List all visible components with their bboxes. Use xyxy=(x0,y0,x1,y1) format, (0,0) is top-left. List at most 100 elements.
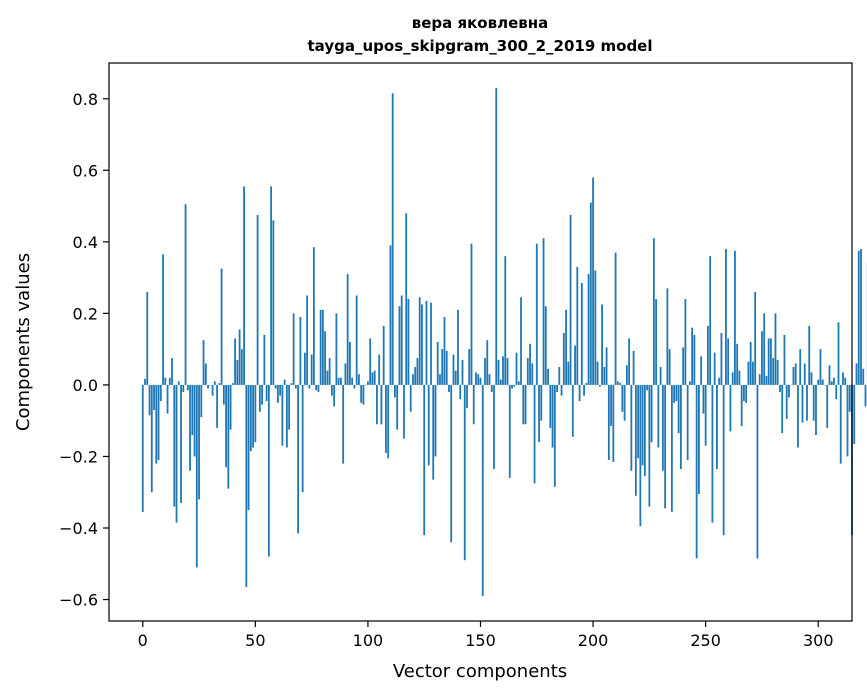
bar xyxy=(493,384,495,469)
bar xyxy=(317,384,320,393)
bar xyxy=(459,384,462,400)
bar xyxy=(450,384,453,543)
bar xyxy=(736,343,739,385)
bar xyxy=(535,243,538,385)
bar xyxy=(157,384,160,461)
bar xyxy=(695,384,698,559)
bar xyxy=(479,377,482,385)
bar xyxy=(520,297,522,385)
bar xyxy=(292,313,295,385)
bar xyxy=(238,329,241,385)
bar xyxy=(819,349,822,385)
y-tick-label: −0.4 xyxy=(59,519,98,538)
bar xyxy=(481,384,484,596)
bar xyxy=(630,384,633,471)
bars-group xyxy=(141,88,867,596)
bar xyxy=(285,384,288,448)
bar xyxy=(713,352,716,385)
bar xyxy=(177,381,180,385)
bar xyxy=(164,377,167,385)
bar xyxy=(270,186,273,385)
bar xyxy=(547,368,549,385)
bar xyxy=(189,384,191,471)
bar xyxy=(445,350,448,385)
bar xyxy=(466,384,468,409)
bar xyxy=(808,325,811,385)
bar xyxy=(716,384,718,469)
bar xyxy=(340,377,342,385)
bar xyxy=(646,384,649,391)
bar xyxy=(412,374,414,385)
bar xyxy=(247,384,250,511)
bar xyxy=(430,302,432,385)
bar xyxy=(373,370,376,385)
bar xyxy=(727,338,730,385)
bar xyxy=(763,313,766,385)
bar xyxy=(308,384,311,389)
bar xyxy=(263,334,266,385)
bar xyxy=(529,343,531,385)
bar xyxy=(225,384,227,468)
bar xyxy=(767,338,770,385)
bar xyxy=(443,316,446,385)
bar xyxy=(693,334,696,385)
bar xyxy=(812,384,815,421)
bar xyxy=(589,202,592,385)
bar xyxy=(614,252,617,385)
bar xyxy=(833,377,835,385)
bar xyxy=(321,309,324,385)
chart-title-line-1: вера яковлевна xyxy=(412,14,549,32)
bar xyxy=(632,350,635,385)
bar xyxy=(517,381,520,385)
bar xyxy=(236,359,239,385)
bar xyxy=(355,295,358,385)
bar xyxy=(711,384,714,523)
x-axis-label: Vector components xyxy=(393,661,567,682)
bar xyxy=(740,384,743,427)
bar xyxy=(155,384,158,464)
bar xyxy=(400,295,403,385)
bar xyxy=(702,384,705,414)
bar xyxy=(610,384,612,427)
bar xyxy=(788,384,790,398)
bar xyxy=(484,358,486,385)
bar xyxy=(328,358,331,385)
bar xyxy=(803,363,806,385)
bar xyxy=(679,384,682,469)
bar xyxy=(709,256,712,385)
bar xyxy=(324,331,327,385)
x-axis-ticks: 0 50 100 150 200 250 300 xyxy=(138,621,834,650)
bar xyxy=(394,384,396,398)
chart-title-line-2: tayga_upos_skipgram_300_2_2019 model xyxy=(308,37,653,55)
bar xyxy=(731,372,734,385)
y-tick-label: −0.2 xyxy=(59,447,98,466)
bar xyxy=(222,384,225,405)
bar xyxy=(288,384,291,430)
bar xyxy=(677,384,680,434)
bar xyxy=(612,384,615,462)
bar xyxy=(720,333,723,385)
bar xyxy=(276,384,279,403)
bar xyxy=(817,379,820,385)
bar xyxy=(826,384,829,428)
bar xyxy=(616,381,619,385)
bar xyxy=(405,213,408,385)
bar xyxy=(659,367,662,385)
bar xyxy=(144,378,146,385)
bar xyxy=(499,379,502,385)
bar xyxy=(648,384,651,507)
bar xyxy=(846,384,849,457)
bar xyxy=(661,384,664,471)
bar xyxy=(331,384,333,396)
bar xyxy=(508,384,511,478)
bar xyxy=(234,338,236,385)
y-tick-label: 0.8 xyxy=(73,90,98,109)
bar xyxy=(605,347,608,385)
bar xyxy=(439,374,441,385)
bar xyxy=(752,361,754,385)
x-tick-label: 150 xyxy=(465,631,496,650)
plot-frame xyxy=(108,62,853,622)
bar xyxy=(623,384,626,421)
bar xyxy=(454,370,457,385)
bar xyxy=(421,304,423,385)
